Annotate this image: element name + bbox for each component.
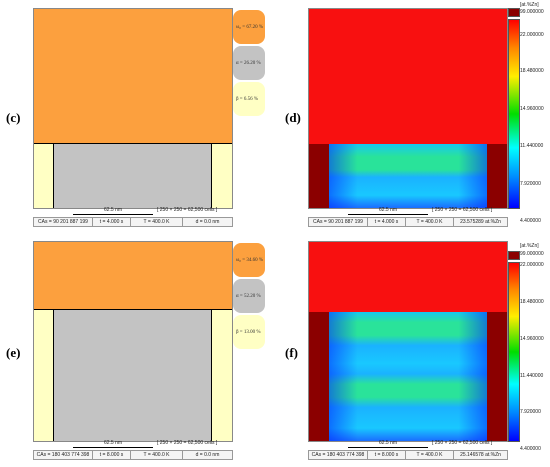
scale-label: 62.5 nm xyxy=(378,207,398,213)
status-depth: d = 0.0 nm xyxy=(182,451,232,459)
status-time: t = 4.000 s xyxy=(92,218,130,226)
colorbar-unit: [at.%Zn] xyxy=(520,243,539,249)
status-bar-e: CAs = 180 403 774 398 t = 8.000 s T = 40… xyxy=(33,450,233,460)
phase-boundary xyxy=(53,143,54,208)
status-depth: d = 0.0 nm xyxy=(182,218,232,226)
colorbar-tick: 99.000000 xyxy=(520,9,544,15)
colorbar-tick: 11.440000 xyxy=(520,373,544,379)
status-time: t = 8.000 s xyxy=(367,451,405,459)
status-bar-f: CAs = 180 403 774 398 t = 8.000 s T = 40… xyxy=(308,450,508,460)
legend-omega: ω₀ = 67.20 % xyxy=(233,10,265,44)
concentration-map-f xyxy=(308,241,508,442)
colorbar-tick: 18.480000 xyxy=(520,68,544,74)
omega-phase-region xyxy=(34,9,232,143)
colorbar-tick: 7.920000 xyxy=(520,181,541,187)
colorbar-tick: 11.440000 xyxy=(520,143,544,149)
status-concentration: 23.575289 at.%Zn xyxy=(453,218,507,226)
panel-label-c: (c) xyxy=(6,110,21,125)
status-concentration: 25.146578 at.%Zn xyxy=(453,451,507,459)
alpha-phase-region xyxy=(53,309,211,441)
scale-label: 62.5 nm xyxy=(103,440,123,446)
cells-label: [ 250 × 250 = 62,500 cells ] xyxy=(157,440,218,446)
legend-alpha: α = 26.20 % xyxy=(233,46,265,80)
status-time: t = 8.000 s xyxy=(92,451,130,459)
status-cas: CAs = 180 403 774 398 xyxy=(311,452,365,458)
colorbar-top-swatch-f xyxy=(508,251,520,260)
side-region-right xyxy=(487,144,507,208)
colorbar-f xyxy=(508,262,520,442)
colorbar-tick: 4.400000 xyxy=(520,218,541,224)
cells-label: [ 250 × 250 = 62,500 cells ] xyxy=(432,207,493,213)
alpha-phase-region xyxy=(53,143,211,208)
phase-boundary xyxy=(211,143,212,208)
colorbar-tick: 99.000000 xyxy=(520,251,544,257)
status-temperature: T = 400.0 K xyxy=(130,218,182,226)
microstructure-map-e xyxy=(33,241,233,442)
scale-bar-f: 62.5 nm [ 250 × 250 = 62,500 cells ] xyxy=(308,440,506,449)
scale-bar-d: 62.5 nm [ 250 × 250 = 62,500 cells ] xyxy=(308,207,506,216)
colorbar-tick: 14.960000 xyxy=(520,336,544,342)
panel-label-f: (f) xyxy=(285,345,298,360)
colorbar-top-swatch-d xyxy=(508,8,520,17)
status-bar-c: CAs = 90 201 887 199 t = 4.000 s T = 400… xyxy=(33,217,233,227)
status-cas: CAs = 180 403 774 398 xyxy=(36,452,90,458)
phase-boundary xyxy=(211,309,212,441)
side-region-left xyxy=(309,312,329,441)
side-region-left xyxy=(309,144,329,208)
colorbar-tick: 7.920000 xyxy=(520,409,541,415)
colorbar-tick: 22.000000 xyxy=(520,262,544,268)
cells-label: [ 250 × 250 = 62,500 cells ] xyxy=(157,207,218,213)
phase-boundary xyxy=(34,143,232,144)
colorbar-d xyxy=(508,19,520,209)
scale-label: 62.5 nm xyxy=(103,207,123,213)
scale-bar-c: 62.5 nm [ 250 × 250 = 62,500 cells ] xyxy=(33,207,231,216)
phase-boundary xyxy=(53,309,54,441)
high-zn-region xyxy=(309,9,507,144)
legend-omega: ω₀ = 34.60 % xyxy=(233,243,265,277)
high-zn-region xyxy=(309,242,507,312)
colorbar-tick: 22.000000 xyxy=(520,32,544,38)
legend-beta: β = 6.56 % xyxy=(233,82,265,116)
status-bar-d: CAs = 90 201 887 199 t = 4.000 s T = 400… xyxy=(308,217,508,227)
panel-label-d: (d) xyxy=(285,110,301,125)
gradient-region xyxy=(329,312,487,441)
colorbar-tick: 4.400000 xyxy=(520,446,541,452)
phase-boundary xyxy=(34,309,232,310)
legend-beta: β = 13.00 % xyxy=(233,315,265,349)
scale-label: 62.5 nm xyxy=(378,440,398,446)
legend-alpha: α = 52.20 % xyxy=(233,279,265,313)
status-time: t = 4.000 s xyxy=(367,218,405,226)
colorbar-tick: 14.960000 xyxy=(520,106,544,112)
panel-label-e: (e) xyxy=(6,345,21,360)
cells-label: [ 250 × 250 = 62,500 cells ] xyxy=(432,440,493,446)
status-cas: CAs = 90 201 887 199 xyxy=(313,219,363,225)
status-cas: CAs = 90 201 887 199 xyxy=(38,219,88,225)
status-temperature: T = 400.0 K xyxy=(130,451,182,459)
gradient-region xyxy=(329,144,487,208)
omega-phase-region xyxy=(34,242,232,309)
status-temperature: T = 400.0 K xyxy=(405,451,453,459)
colorbar-tick: 18.480000 xyxy=(520,299,544,305)
side-region-right xyxy=(487,312,507,441)
concentration-map-d xyxy=(308,8,508,209)
colorbar-unit: [at.%Zn] xyxy=(520,2,539,8)
microstructure-map-c xyxy=(33,8,233,209)
scale-bar-e: 62.5 nm [ 250 × 250 = 62,500 cells ] xyxy=(33,440,231,449)
status-temperature: T = 400.0 K xyxy=(405,218,453,226)
